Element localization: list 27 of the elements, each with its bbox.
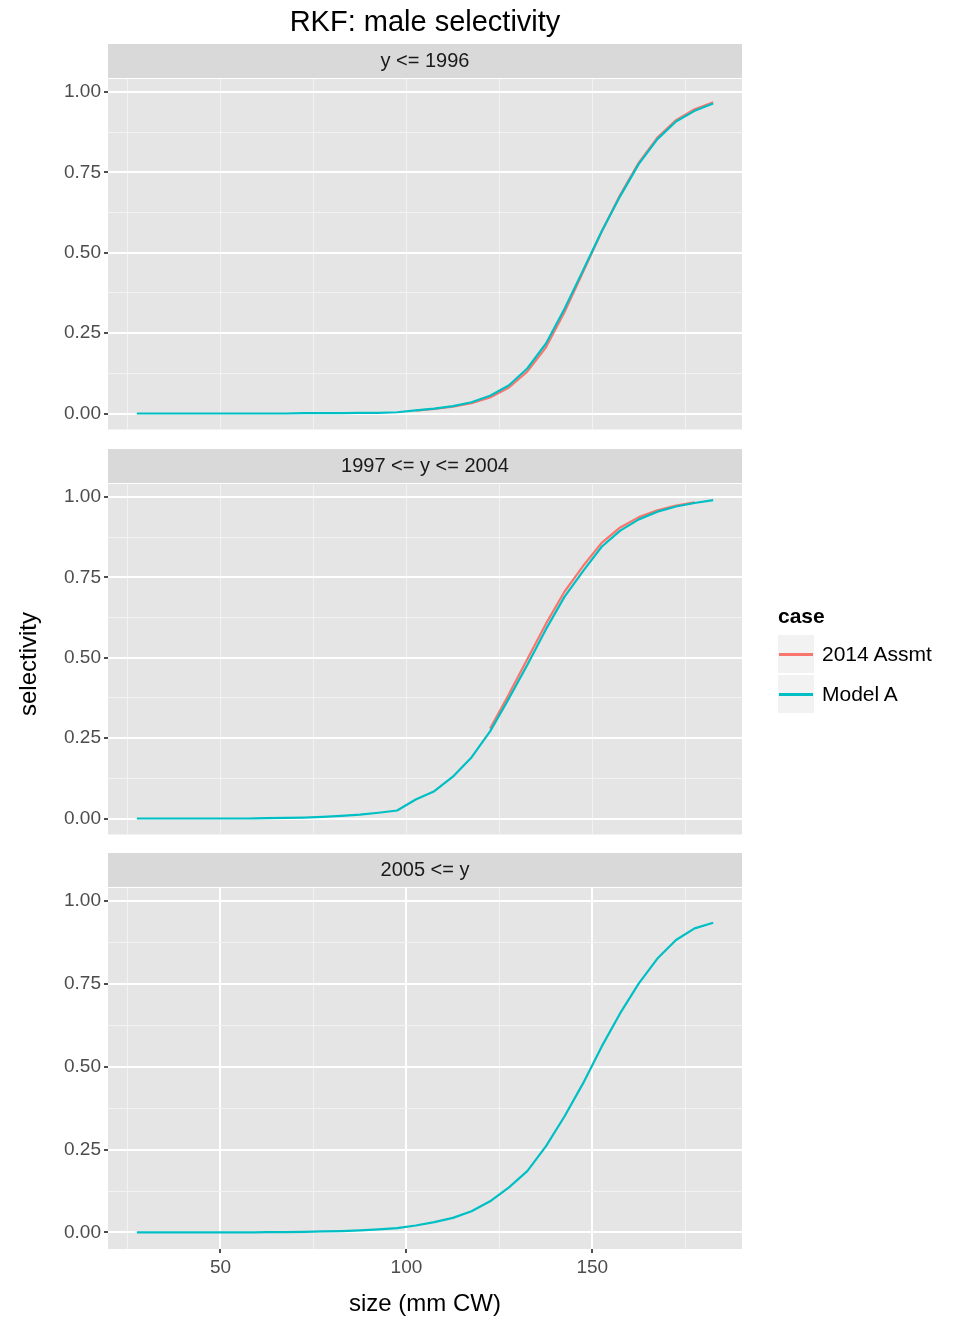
y-tick-label: 0.00 [64,401,101,423]
y-tick-label: 0.25 [64,321,101,343]
legend-label: 2014 Assmt [822,642,932,666]
chart-subtitle: y <= 1996 [380,49,470,72]
x-tick-label: 100 [390,1255,423,1277]
y-tick-label: 0.75 [64,160,101,182]
y-tick-label: 1.00 [64,80,101,102]
legend-label: Model A [822,682,898,706]
x-tick-label: 50 [209,1255,232,1277]
y-tick-label: 1.00 [64,889,101,911]
legend-title: case [778,604,826,628]
y-tick-label: 0.75 [64,565,101,587]
y-tick-label: 0.00 [64,1220,101,1242]
x-axis-title: size (mm CW) [349,1289,501,1317]
chart-subtitle: 1997 <= y <= 2004 [341,454,509,477]
chart-subtitle: 2005 <= y [380,858,470,881]
y-tick-label: 0.50 [64,240,101,262]
y-tick-label: 0.50 [64,1055,101,1077]
x-tick-label: 150 [576,1255,609,1277]
y-axis-title: selectivity [14,611,42,717]
y-tick-label: 0.25 [64,1137,101,1159]
y-tick-label: 0.25 [64,726,101,748]
y-tick-label: 1.00 [64,485,101,507]
y-tick-label: 0.75 [64,972,101,994]
y-tick-label: 0.00 [64,806,101,828]
y-tick-label: 0.50 [64,645,101,667]
chart-title: RKF: male selectivity [288,5,562,38]
